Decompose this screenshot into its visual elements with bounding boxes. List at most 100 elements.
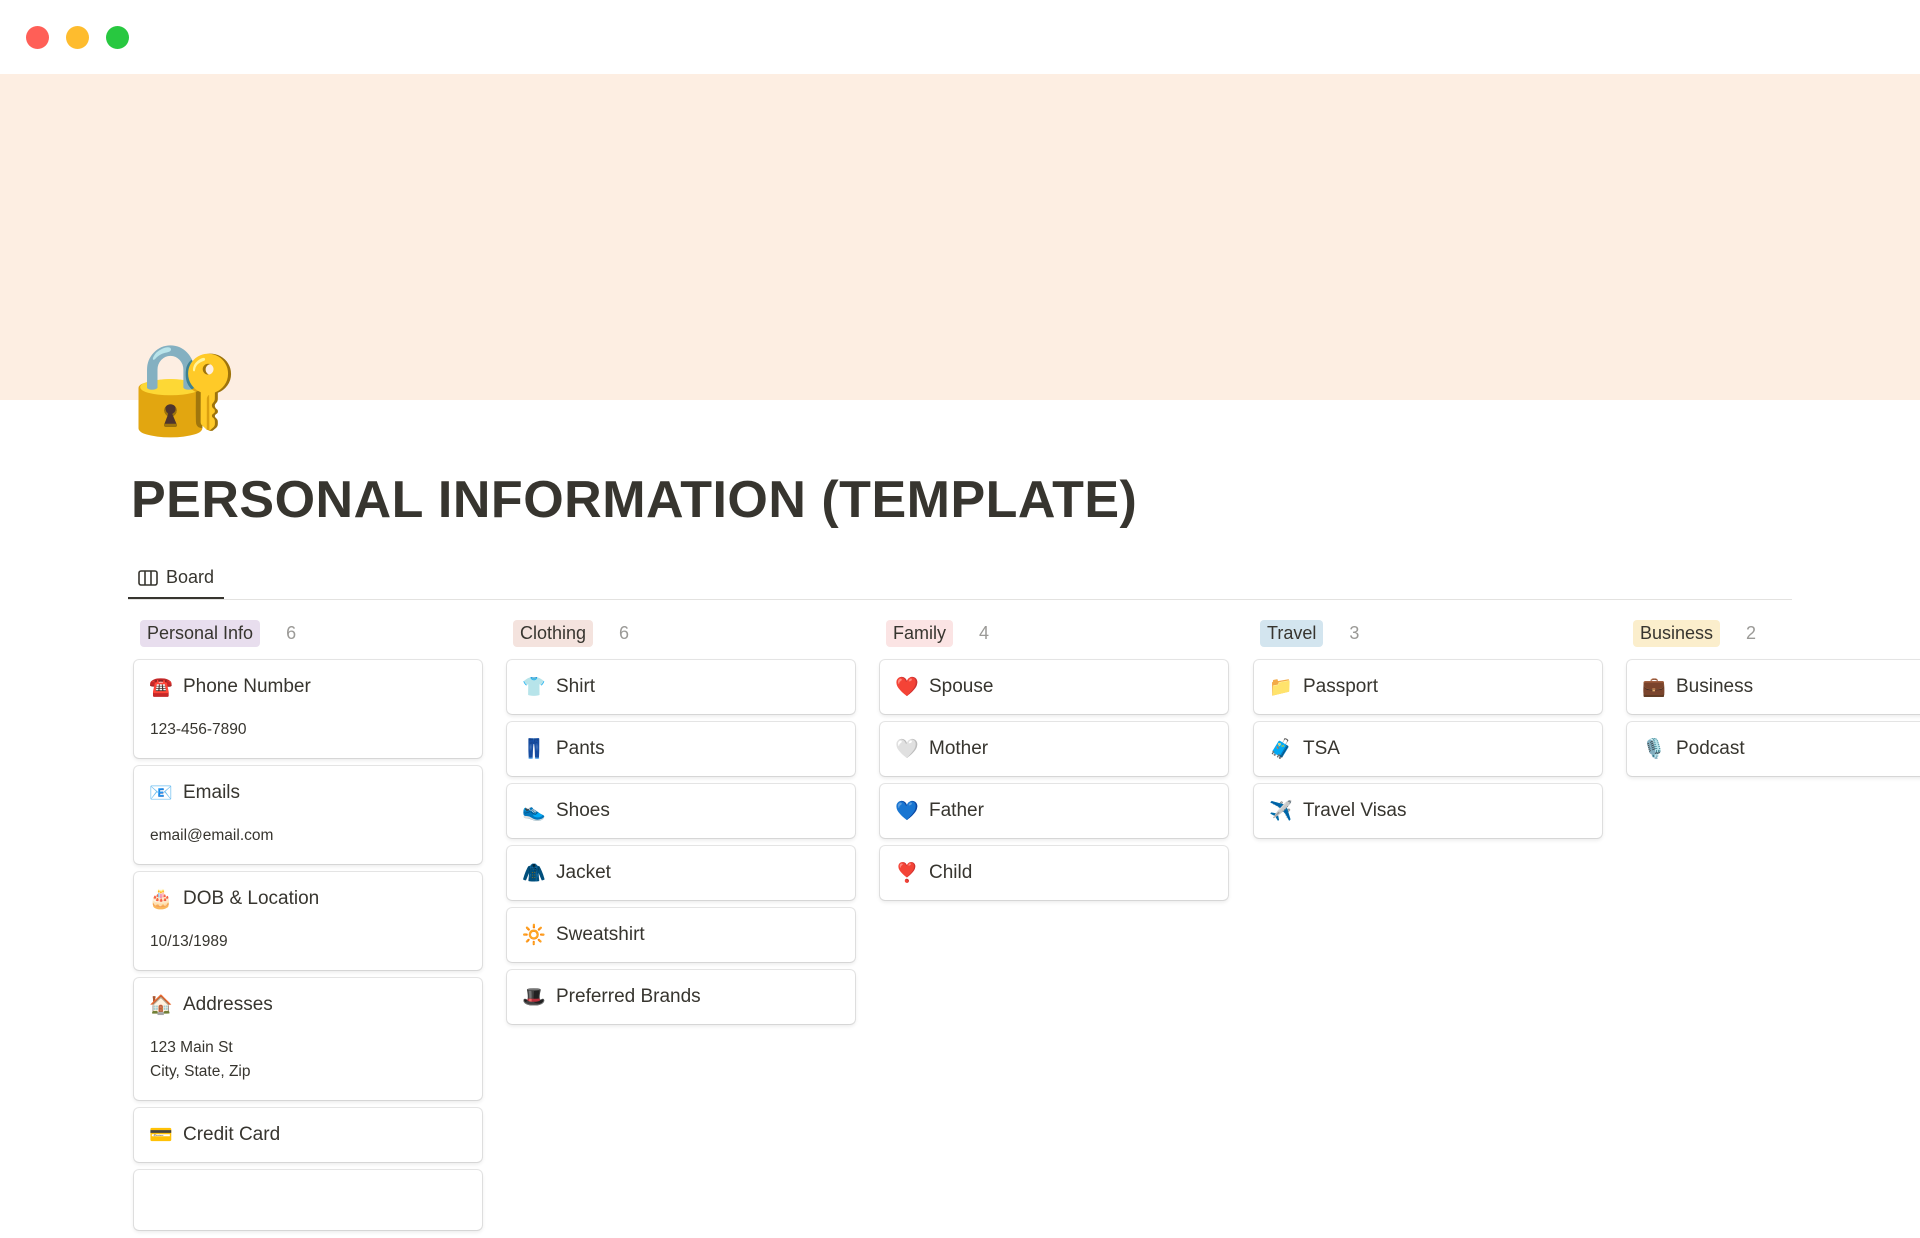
card-emoji-icon: 🧳	[1269, 739, 1293, 760]
card-emoji-icon: ❤️	[895, 677, 919, 698]
column-header[interactable]: Clothing 6	[513, 618, 855, 648]
group-tag: Family	[886, 619, 953, 647]
board-column: Clothing 6 👕 Shirt 👖 Pants 👟 Shoes 🧥 Jacket 🔆 Sweat…	[507, 618, 855, 1032]
board-card[interactable]	[134, 1170, 482, 1230]
card-emoji-icon: 🎙️	[1642, 739, 1666, 760]
group-tag: Personal Info	[140, 619, 261, 647]
board-card[interactable]: 🧥 Jacket	[507, 846, 855, 900]
card-property-line: 10/13/1989	[150, 933, 228, 950]
board-card[interactable]: ❤️ Spouse	[880, 660, 1228, 714]
group-count: 6	[286, 622, 297, 643]
card-property-line: email@email.com	[150, 827, 274, 844]
card-emoji-icon: 👟	[522, 801, 546, 822]
board-card[interactable]: 🎩 Preferred Brands	[507, 970, 855, 1024]
card-emoji-icon: 🎩	[522, 987, 546, 1008]
board-card[interactable]: 💳 Credit Card	[134, 1108, 482, 1162]
board-card[interactable]: ☎️ Phone Number 123-456-7890	[134, 660, 482, 758]
card-title: Mother	[929, 738, 989, 759]
group-tag: Travel	[1260, 619, 1324, 647]
card-title: Passport	[1303, 676, 1378, 697]
card-title: Phone Number	[183, 676, 311, 697]
card-title: Podcast	[1676, 738, 1745, 759]
card-emoji-icon: ☎️	[149, 677, 173, 698]
card-emoji-icon: 🏠	[149, 995, 173, 1016]
board-column: Personal Info 6 ☎️ Phone Number 123-456-7890…	[134, 618, 482, 1238]
card-property-line: City, State, Zip	[150, 1063, 251, 1080]
card-property: 123-456-7890	[149, 714, 467, 758]
close-window-button[interactable]	[26, 26, 49, 49]
tab-label: Board	[166, 567, 215, 587]
card-emoji-icon: 💼	[1642, 677, 1666, 698]
zoom-window-button[interactable]	[106, 26, 129, 49]
board-card[interactable]: 🎂 DOB & Location 10/13/1989	[134, 872, 482, 970]
card-emoji-icon: 📁	[1269, 677, 1293, 698]
board-card[interactable]: 💙 Father	[880, 784, 1228, 838]
card-emoji-icon: ❣️	[895, 863, 919, 884]
window-titlebar	[0, 0, 1920, 74]
card-emoji-icon: 💳	[149, 1125, 173, 1146]
board-card[interactable]: 🔆 Sweatshirt	[507, 908, 855, 962]
card-emoji-icon: 🔆	[522, 925, 546, 946]
board-card[interactable]: ❣️ Child	[880, 846, 1228, 900]
card-property-line: 123-456-7890	[150, 721, 247, 738]
card-emoji-icon: 👕	[522, 677, 546, 698]
board-card[interactable]: 🎙️ Podcast	[1627, 722, 1920, 776]
column-header[interactable]: Family 4	[886, 618, 1228, 648]
board-icon	[138, 569, 158, 586]
minimize-window-button[interactable]	[66, 26, 89, 49]
board-card[interactable]: 📁 Passport	[1254, 660, 1602, 714]
group-count: 6	[619, 622, 630, 643]
card-title: Credit Card	[183, 1124, 281, 1145]
card-title: Sweatshirt	[556, 924, 645, 945]
card-title: Travel Visas	[1303, 800, 1407, 821]
card-title: Addresses	[183, 994, 273, 1015]
card-title: Shirt	[556, 676, 596, 697]
card-title: DOB & Location	[183, 888, 320, 909]
board-card[interactable]: 👖 Pants	[507, 722, 855, 776]
card-title: TSA	[1303, 738, 1340, 759]
board-column: Family 4 ❤️ Spouse 🤍 Mother 💙 Father ❣️ Child	[880, 618, 1228, 908]
card-title: Business	[1676, 676, 1754, 697]
card-title: Jacket	[556, 862, 611, 883]
card-property-line: 123 Main St	[150, 1039, 233, 1056]
card-emoji-icon: 💙	[895, 801, 919, 822]
card-property: email@email.com	[149, 820, 467, 864]
board-card[interactable]: 💼 Business	[1627, 660, 1920, 714]
board-card[interactable]: 🤍 Mother	[880, 722, 1228, 776]
group-count: 2	[1746, 622, 1757, 643]
lock-key-icon[interactable]: 🔐	[130, 339, 240, 438]
card-emoji-icon: 📧	[149, 783, 173, 804]
card-emoji-icon: 👖	[522, 739, 546, 760]
card-title: Emails	[183, 782, 241, 803]
card-title: Pants	[556, 738, 605, 759]
card-title: Spouse	[929, 676, 994, 697]
cover-banner[interactable]	[0, 74, 1920, 400]
page-title[interactable]: PERSONAL INFORMATION (TEMPLATE)	[131, 471, 1138, 529]
group-tag: Business	[1633, 619, 1721, 647]
board-card[interactable]: 🏠 Addresses 123 Main St City, State, Zip	[134, 978, 482, 1100]
board-card[interactable]: 📧 Emails email@email.com	[134, 766, 482, 864]
board-card[interactable]: 🧳 TSA	[1254, 722, 1602, 776]
board-card[interactable]: ✈️ Travel Visas	[1254, 784, 1602, 838]
card-property: 123 Main St City, State, Zip	[149, 1032, 467, 1100]
card-property: 10/13/1989	[149, 926, 467, 970]
card-emoji-icon: 🎂	[149, 889, 173, 910]
group-count: 4	[979, 622, 990, 643]
group-count: 3	[1349, 622, 1360, 643]
tab-board[interactable]: Board	[128, 558, 225, 599]
card-title: Shoes	[556, 800, 610, 821]
board-column: Travel 3 📁 Passport 🧳 TSA ✈️ Travel Visas	[1254, 618, 1602, 846]
card-title: Preferred Brands	[556, 986, 701, 1007]
card-emoji-icon: ✈️	[1269, 801, 1293, 822]
divider	[128, 599, 1792, 600]
group-tag: Clothing	[513, 619, 594, 647]
board-card[interactable]: 👕 Shirt	[507, 660, 855, 714]
board-card[interactable]: 👟 Shoes	[507, 784, 855, 838]
card-emoji-icon: 🧥	[522, 863, 546, 884]
column-header[interactable]: Travel 3	[1260, 618, 1602, 648]
card-title: Child	[929, 862, 973, 883]
card-emoji-icon: 🤍	[895, 739, 919, 760]
board-column: Business 2 💼 Business 🎙️ Podcast	[1627, 618, 1920, 784]
column-header[interactable]: Business 2	[1633, 618, 1920, 648]
column-header[interactable]: Personal Info 6	[140, 618, 482, 648]
